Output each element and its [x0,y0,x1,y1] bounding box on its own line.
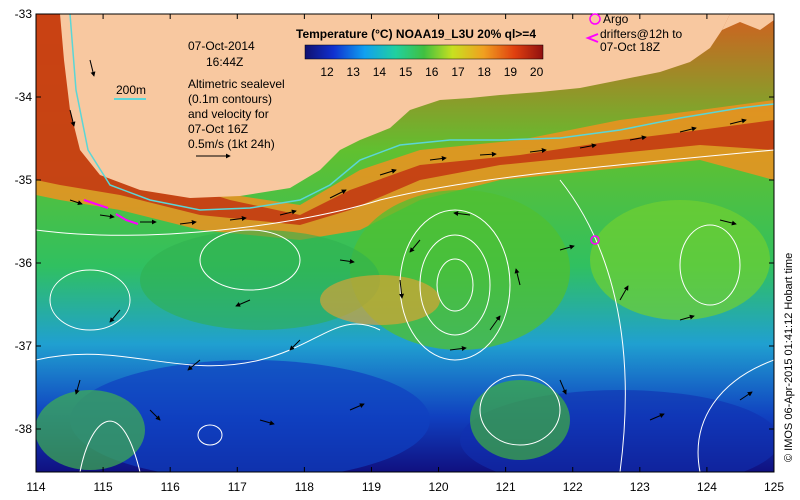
longitude-axis: 114 115 116 117 118 119 120 121 122 123 124 125 [26,14,784,494]
note-line: drifters@12h to [600,27,683,41]
lon-tick-label: 115 [94,480,113,494]
credit-label: © IMOS 06-Apr-2015 01:41:12 Hobart time [783,253,795,462]
sealevel-contours [36,149,774,472]
colorbar: Temperature (°C) NOAA19_L3U 20% ql>=4 12… [296,27,544,79]
argo-float-marker [590,235,600,245]
lon-tick-label: 124 [697,480,717,494]
colorbar-tick-label: 19 [504,65,518,79]
note-line: (0.1m contours) [188,92,272,106]
note-line: Altimetric sealevel [188,77,285,91]
lon-tick-label: 120 [429,480,449,494]
note-line: 0.5m/s (1kt 24h) [188,137,275,151]
time-label: 16:44Z [206,55,243,69]
lon-tick-label: 125 [764,480,784,494]
colorbar-tick-label: 15 [399,65,413,79]
note-line: 07-Oct 16Z [188,122,248,136]
colorbar-tick-label: 16 [425,65,439,79]
note-line: and velocity for [188,107,269,121]
lat-tick-label: -36 [15,256,33,270]
lon-tick-label: 118 [295,480,314,494]
isobath-label: 200m [116,83,146,97]
lat-tick-label: -38 [15,422,33,436]
colorbar-tick-label: 18 [478,65,492,79]
lat-tick-label: -33 [15,7,33,21]
lon-tick-label: 116 [161,480,180,494]
lon-tick-label: 119 [362,480,381,494]
lon-tick-label: 123 [630,480,650,494]
colorbar-tick-label: 14 [373,65,387,79]
date-label: 07-Oct-2014 [188,39,255,53]
argo-label: Argo [603,12,629,26]
lon-tick-label: 121 [496,480,516,494]
lat-tick-label: -35 [15,173,33,187]
isobath-200m [69,14,774,211]
colorbar-tick-label: 12 [320,65,334,79]
velocity-arrows [69,59,753,426]
sst-field [36,14,774,472]
colorbar-title: Temperature (°C) NOAA19_L3U 20% ql>=4 [296,27,536,41]
colorbar-tick-label: 17 [451,65,465,79]
lat-tick-label: -34 [15,90,33,104]
lat-tick-label: -37 [15,339,33,353]
note-line: 07-Oct 18Z [600,40,660,54]
land-mass [36,14,730,198]
drifter-tracks [83,199,139,225]
latitude-axis: -33 -34 -35 -36 -37 -38 [15,7,774,436]
colorbar-tick-label: 20 [530,65,544,79]
argo-legend-marker [589,13,601,25]
lon-tick-label: 117 [228,480,247,494]
altimetry-note: Altimetric sealevel(0.1m contours)and ve… [188,77,285,151]
colorbar-tick-label: 13 [347,65,361,79]
lon-tick-label: 122 [563,480,583,494]
lon-tick-label: 114 [26,480,45,494]
drifter-legend-marker [585,33,599,43]
